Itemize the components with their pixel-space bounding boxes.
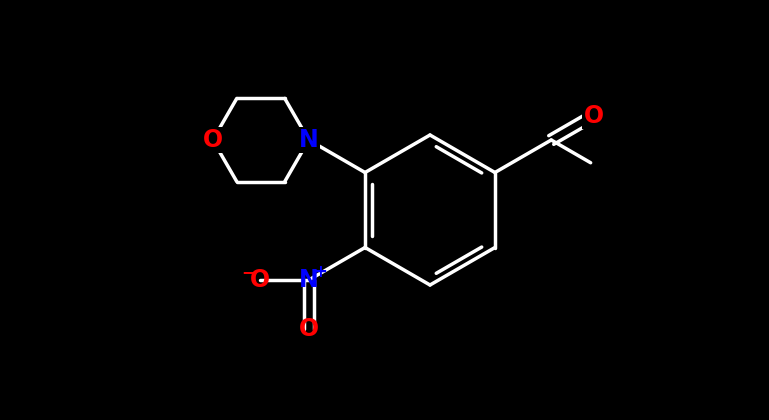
Text: −: −	[241, 263, 255, 281]
Text: +: +	[313, 263, 327, 281]
Text: N: N	[299, 268, 318, 292]
Text: O: O	[298, 317, 319, 341]
Text: O: O	[584, 104, 604, 128]
Text: N: N	[299, 128, 318, 152]
Text: O: O	[203, 128, 223, 152]
Text: O: O	[250, 268, 270, 292]
